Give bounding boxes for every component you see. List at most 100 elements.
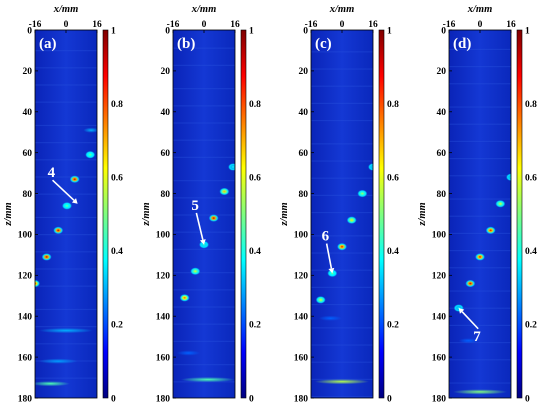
panel-1: -16 0 16x/mm020406080100120140160180z/mm(b… [141, 4, 261, 404]
texture-line [173, 88, 235, 90]
annotation-arrow [52, 179, 75, 201]
texture-line [35, 343, 97, 345]
colorbar-tick-label: 0.8 [525, 100, 537, 110]
texture-line [35, 50, 97, 52]
plot-content [311, 51, 373, 398]
texture-line [35, 326, 97, 328]
z-tick-label: 80 [437, 190, 447, 200]
colorbar-tick-label: 0.6 [249, 174, 261, 184]
panels: -16 0 16x/mm020406080100120140160180z/mm(a… [3, 4, 537, 404]
texture-line [311, 194, 373, 196]
z-tick-label: 80 [23, 190, 33, 200]
z-tick-label: 120 [156, 272, 171, 282]
annotation-arrowhead [71, 198, 78, 204]
texture-line [173, 398, 235, 399]
z-tick-label: 140 [432, 313, 447, 323]
z-tick-label: 40 [437, 108, 447, 118]
target-spot [495, 199, 506, 208]
z-tick-label: 100 [156, 231, 171, 241]
texture-line [311, 68, 373, 70]
annotation-label: 4 [48, 165, 56, 181]
colorbar-tick-label: 0.8 [387, 100, 399, 110]
texture-line [449, 307, 511, 309]
texture-line [311, 119, 373, 122]
panel-label: (a) [39, 36, 57, 52]
annotation-arrowhead [458, 308, 465, 314]
colorbar-tick-label: 0.4 [249, 247, 261, 257]
x-axis-label: x/mm [191, 4, 217, 15]
texture-line [311, 143, 373, 145]
texture-line [311, 51, 373, 53]
x-tick-label: 16 [92, 20, 102, 30]
x-tick-label: -16 [443, 20, 456, 30]
texture-line [449, 48, 511, 51]
target-spot [475, 253, 485, 261]
texture-line [35, 84, 97, 86]
z-tick-label: 140 [18, 313, 33, 323]
streak [83, 127, 97, 133]
target-spot [357, 189, 368, 198]
annotation-arrowhead [199, 239, 206, 245]
streak [38, 327, 94, 334]
texture-line [173, 272, 235, 274]
z-tick-label: 180 [18, 394, 33, 404]
colorbar-tick-label: 0.6 [111, 174, 123, 184]
annotation-label: 6 [322, 229, 330, 245]
texture-line [173, 156, 235, 158]
z-axis-label: z/mm [141, 202, 152, 226]
panel-label: (d) [453, 36, 471, 52]
texture-line [311, 361, 373, 363]
texture-line [311, 177, 373, 179]
x-tick-label: 0 [478, 20, 483, 30]
z-axis-label: z/mm [279, 202, 290, 226]
panel-2: -16 0 16x/mm020406080100120140160180z/mm(c… [279, 4, 399, 404]
z-tick-label: 20 [161, 67, 171, 77]
target-spot [35, 279, 40, 288]
z-tick-label: 60 [437, 149, 447, 159]
texture-line [35, 142, 97, 144]
texture-line [311, 327, 373, 329]
texture-line [35, 124, 97, 127]
texture-line [173, 122, 235, 124]
colorbar [102, 29, 109, 399]
target-spot [506, 173, 511, 181]
streak [458, 338, 479, 344]
texture-line [311, 286, 373, 288]
panel-label: (c) [315, 36, 332, 52]
x-tick-label: 16 [230, 20, 240, 30]
texture-line [449, 106, 511, 108]
x-axis-label: x/mm [53, 4, 79, 15]
x-tick-label: 0 [64, 20, 69, 30]
streak [38, 358, 78, 364]
texture-line [311, 252, 373, 254]
texture-line [173, 306, 235, 308]
plot-area [449, 30, 511, 398]
texture-line [311, 303, 373, 306]
texture-line [311, 269, 373, 271]
colorbar-tick-label: 0.2 [111, 321, 123, 331]
plot-content [35, 50, 97, 387]
streak [314, 379, 370, 385]
target-spot [315, 296, 326, 304]
texture-line [173, 248, 235, 250]
x-tick-label: 16 [368, 20, 378, 30]
target-spot [368, 163, 373, 171]
z-tick-label: 20 [437, 67, 447, 77]
colorbar-tick-label: 0.2 [525, 321, 537, 331]
streak [452, 389, 508, 395]
texture-line [35, 234, 97, 236]
texture-line [173, 180, 235, 182]
plot-content [173, 47, 235, 399]
texture-line [311, 211, 373, 214]
z-tick-label: 60 [161, 149, 171, 159]
x-axis-label: x/mm [329, 4, 355, 15]
z-tick-label: 0 [27, 26, 32, 36]
colorbar-tick-label: 0.6 [525, 174, 537, 184]
texture-line [35, 216, 97, 219]
target-spot [190, 267, 201, 276]
target-spot [61, 202, 72, 210]
z-tick-label: 100 [432, 231, 447, 241]
target-spot [69, 175, 80, 184]
target-spot [208, 214, 219, 222]
